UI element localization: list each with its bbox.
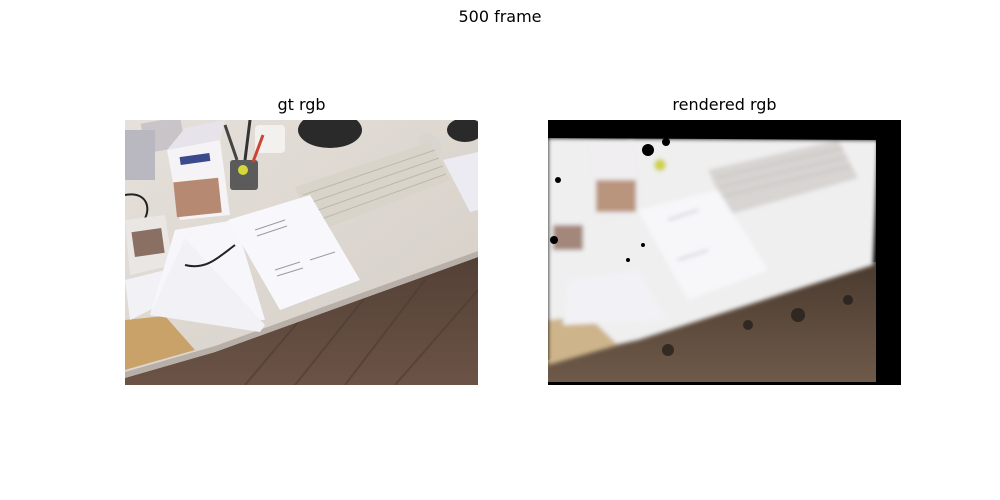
rendered-rgb-image xyxy=(548,120,901,385)
rendered-rgb-photo xyxy=(548,120,901,385)
gt-rgb-photo xyxy=(125,120,478,385)
panel-title-rendered: rendered rgb xyxy=(672,95,777,114)
gt-rgb-image xyxy=(125,120,478,385)
figure-title: 500 frame xyxy=(458,7,542,26)
panel-title-gt: gt rgb xyxy=(277,95,326,114)
